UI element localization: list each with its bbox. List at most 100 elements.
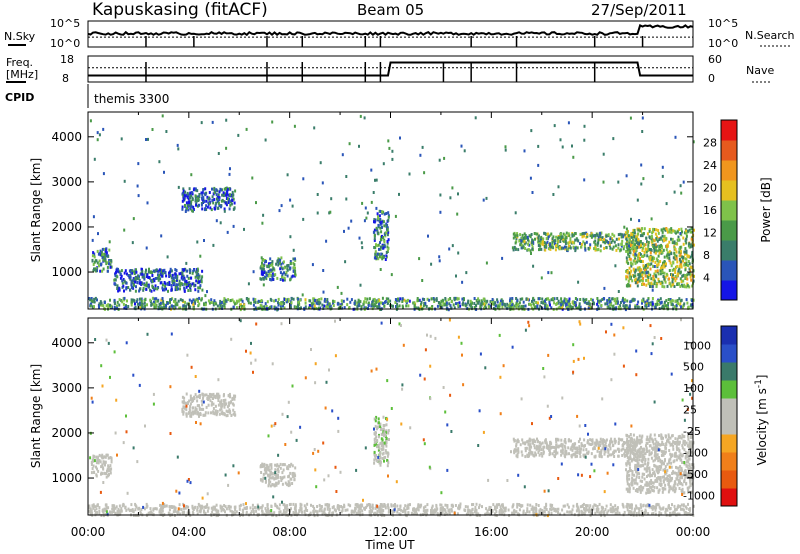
- data-cell: [235, 306, 238, 310]
- data-cell: [200, 203, 203, 207]
- data-cell: [380, 508, 383, 512]
- nsearch-label: N.Search: [745, 29, 795, 42]
- data-cell: [133, 270, 136, 274]
- data-cell: [641, 279, 644, 283]
- data-cell: [267, 508, 269, 511]
- data-cell: [645, 278, 648, 282]
- data-cell: [594, 511, 597, 515]
- data-cell: [274, 273, 277, 277]
- data-cell: [254, 300, 257, 304]
- data-cell: [657, 503, 660, 507]
- data-cell: [376, 305, 379, 309]
- data-cell: [131, 281, 134, 285]
- data-cell: [528, 234, 531, 238]
- data-cell: [690, 278, 693, 282]
- data-cell: [101, 247, 104, 251]
- data-cell: [359, 114, 362, 118]
- data-cell: [227, 505, 230, 508]
- data-cell: [373, 230, 376, 234]
- data-cell: [625, 304, 628, 308]
- data-cell: [127, 507, 130, 511]
- data-cell: [671, 229, 674, 233]
- data-cell: [209, 395, 212, 399]
- data-cell: [604, 302, 607, 306]
- data-cell: [485, 261, 488, 265]
- data-cell: [223, 207, 226, 211]
- data-cell: [271, 272, 274, 276]
- data-cell: [211, 393, 214, 397]
- data-cell: [223, 508, 226, 512]
- data-cell: [648, 505, 651, 509]
- data-cell: [582, 297, 585, 301]
- data-cell: [417, 298, 420, 302]
- data-cell: [245, 127, 248, 131]
- data-cell: [222, 191, 225, 195]
- data-cell: [520, 241, 523, 245]
- data-cell: [302, 177, 305, 181]
- data-cell: [514, 234, 517, 238]
- data-cell: [602, 180, 605, 184]
- data-cell: [551, 237, 554, 241]
- data-cell: [143, 507, 146, 511]
- data-cell: [197, 299, 199, 303]
- data-cell: [123, 179, 126, 183]
- data-cell: [92, 503, 95, 507]
- data-cell: [328, 507, 331, 511]
- data-cell: [448, 302, 451, 306]
- data-cell: [89, 507, 92, 511]
- data-cell: [641, 299, 644, 303]
- data-cell: [186, 282, 188, 286]
- colorbar-tick-label: 20: [703, 182, 717, 195]
- data-cell: [661, 267, 664, 271]
- data-cell: [650, 277, 653, 281]
- data-cell: [593, 240, 596, 244]
- data-cell: [264, 466, 267, 470]
- data-cell: [656, 239, 659, 243]
- data-cell: [494, 512, 496, 516]
- data-cell: [500, 503, 503, 507]
- data-cell: [568, 510, 571, 514]
- data-cell: [268, 482, 271, 486]
- data-cell: [110, 259, 113, 263]
- data-cell: [623, 225, 626, 229]
- data-cell: [249, 512, 252, 516]
- data-cell: [588, 302, 591, 306]
- data-cell: [625, 237, 628, 241]
- data-cell: [105, 503, 108, 507]
- data-cell: [198, 404, 200, 408]
- data-cell: [202, 396, 204, 400]
- data-cell: [551, 244, 554, 248]
- data-cell: [686, 284, 689, 288]
- data-cell: [473, 306, 476, 309]
- data-cell: [326, 305, 329, 309]
- data-cell: [98, 512, 101, 516]
- data-cell: [100, 303, 103, 307]
- power-cbar-label: Power [dB]: [759, 177, 773, 242]
- data-cell: [185, 285, 188, 289]
- data-cell: [204, 301, 207, 305]
- data-cell: [676, 299, 679, 302]
- data-cell: [170, 276, 173, 280]
- data-cell: [415, 306, 417, 310]
- data-cell: [178, 279, 181, 283]
- data-cell: [561, 305, 564, 309]
- data-cell: [647, 503, 649, 507]
- data-cell: [373, 512, 375, 516]
- data-cell: [190, 191, 193, 195]
- data-cell: [579, 298, 582, 301]
- data-cell: [613, 234, 616, 238]
- data-cell: [385, 212, 388, 215]
- data-cell: [226, 190, 229, 194]
- data-cell: [450, 300, 453, 304]
- cpid-label: CPID: [5, 91, 34, 104]
- data-cell: [274, 476, 277, 480]
- data-cell: [509, 301, 512, 305]
- data-cell: [550, 298, 553, 302]
- data-cell: [199, 507, 202, 511]
- data-cell: [646, 264, 649, 268]
- data-cell: [220, 406, 223, 410]
- data-cell: [225, 409, 228, 413]
- data-cell: [120, 137, 123, 141]
- data-cell: [404, 504, 407, 508]
- data-cell: [550, 512, 553, 515]
